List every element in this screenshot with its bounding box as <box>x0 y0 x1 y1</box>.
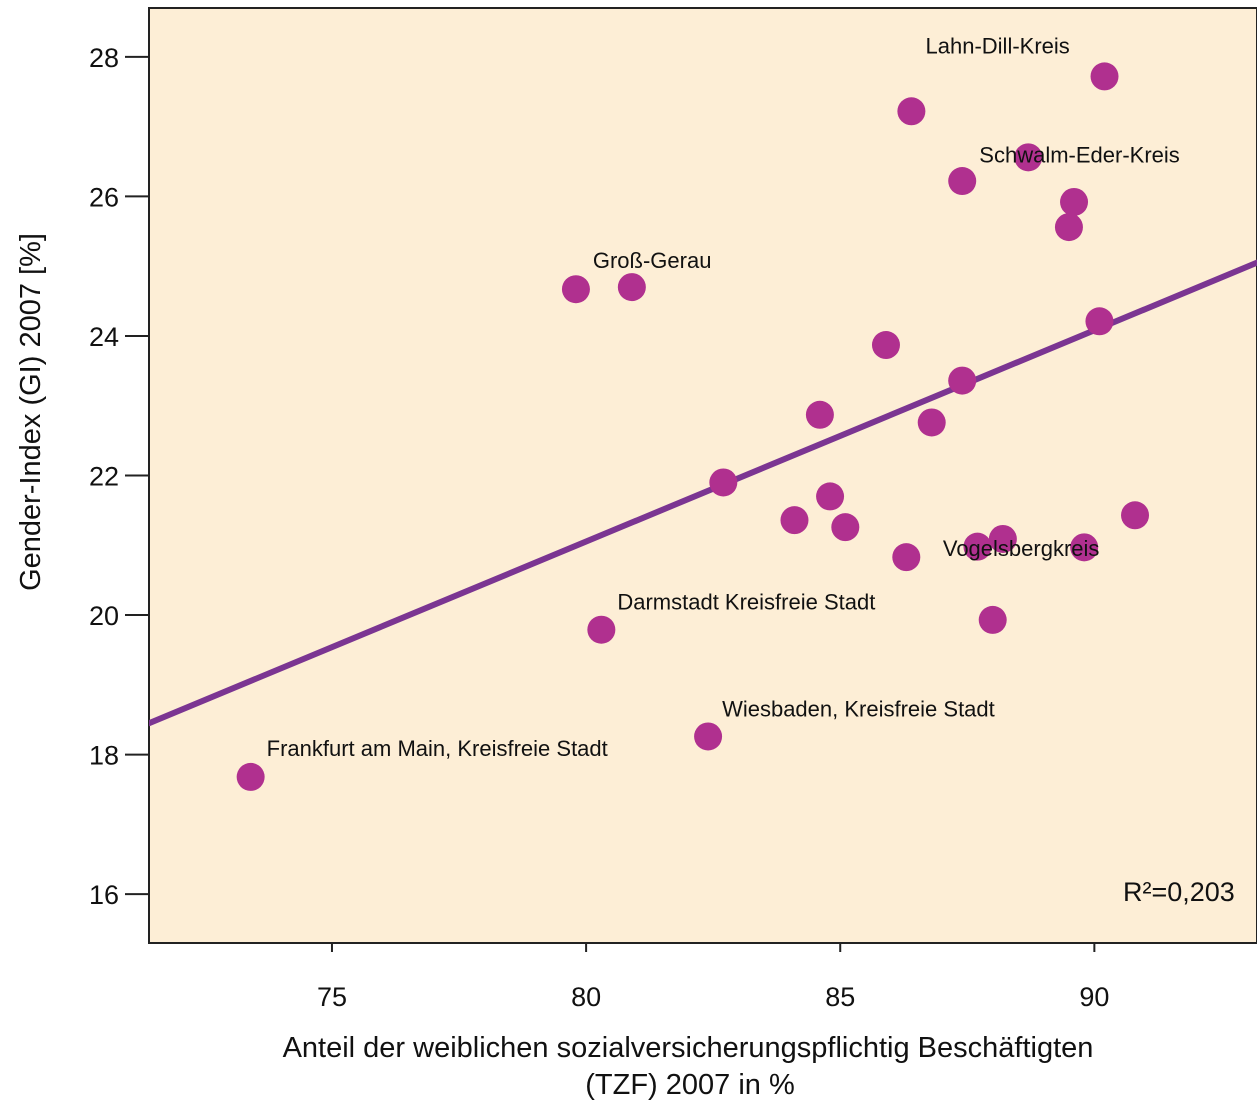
regression-layer <box>149 259 1257 727</box>
point-label: Wiesbaden, Kreisfreie Stadt <box>722 696 995 721</box>
x-tick-label: 80 <box>571 982 601 1012</box>
point-label: Frankfurt am Main, Kreisfreie Stadt <box>267 736 608 761</box>
y-tick-label: 20 <box>89 601 119 631</box>
point-label: Vogelsbergkreis <box>943 536 1100 561</box>
y-tick-label: 22 <box>89 462 119 492</box>
y-tick-label: 16 <box>89 880 119 910</box>
x-axis-title-line-1: Anteil der weiblichen sozialversicherung… <box>283 1032 1094 1064</box>
data-point <box>948 366 977 395</box>
x-tick-label: 75 <box>317 982 347 1012</box>
point-label: Lahn-Dill-Kreis <box>926 33 1070 58</box>
x-axis-title-line-2: (TZF) 2007 in % <box>585 1069 795 1101</box>
y-tick-label: 28 <box>89 43 119 73</box>
data-point <box>805 400 834 429</box>
regression-line <box>149 259 1257 727</box>
data-point <box>978 605 1007 634</box>
y-axis-title: Gender-Index (GI) 2007 [%] <box>15 233 47 591</box>
data-point <box>988 524 1017 553</box>
data-point <box>561 275 590 304</box>
data-point <box>694 722 723 751</box>
point-labels-layer: Frankfurt am Main, Kreisfreie Stadt Darms… <box>267 33 1180 761</box>
data-point <box>871 331 900 360</box>
axes: 75 80 85 90 16 18 20 22 24 26 28 <box>89 43 1109 1012</box>
data-point <box>1070 533 1099 562</box>
data-point <box>897 97 926 126</box>
data-point <box>709 468 738 497</box>
data-point <box>1014 143 1043 172</box>
data-point <box>963 532 992 561</box>
data-point <box>1090 62 1119 91</box>
y-tick-label: 24 <box>89 322 119 352</box>
points-layer <box>236 62 1150 791</box>
data-point <box>948 167 977 196</box>
x-tick-label: 85 <box>825 982 855 1012</box>
data-point <box>1054 213 1083 242</box>
data-point <box>816 482 845 511</box>
data-point <box>236 762 265 791</box>
y-tick-label: 18 <box>89 741 119 771</box>
data-point <box>1060 187 1089 216</box>
r-squared-label: R²=0,203 <box>1123 877 1235 907</box>
point-label: Groß-Gerau <box>593 248 712 273</box>
data-point <box>892 543 921 572</box>
y-tick-label: 26 <box>89 182 119 212</box>
point-label: Schwalm-Eder-Kreis <box>979 142 1180 167</box>
data-point <box>587 615 616 644</box>
data-point <box>780 506 809 535</box>
data-point <box>831 513 860 542</box>
data-point <box>917 408 946 437</box>
point-label: Darmstadt Kreisfreie Stadt <box>617 590 875 615</box>
plot-area <box>148 7 1257 944</box>
x-tick-label: 90 <box>1079 982 1109 1012</box>
data-point <box>1121 501 1150 530</box>
data-point <box>617 273 646 302</box>
data-point <box>1085 307 1114 336</box>
